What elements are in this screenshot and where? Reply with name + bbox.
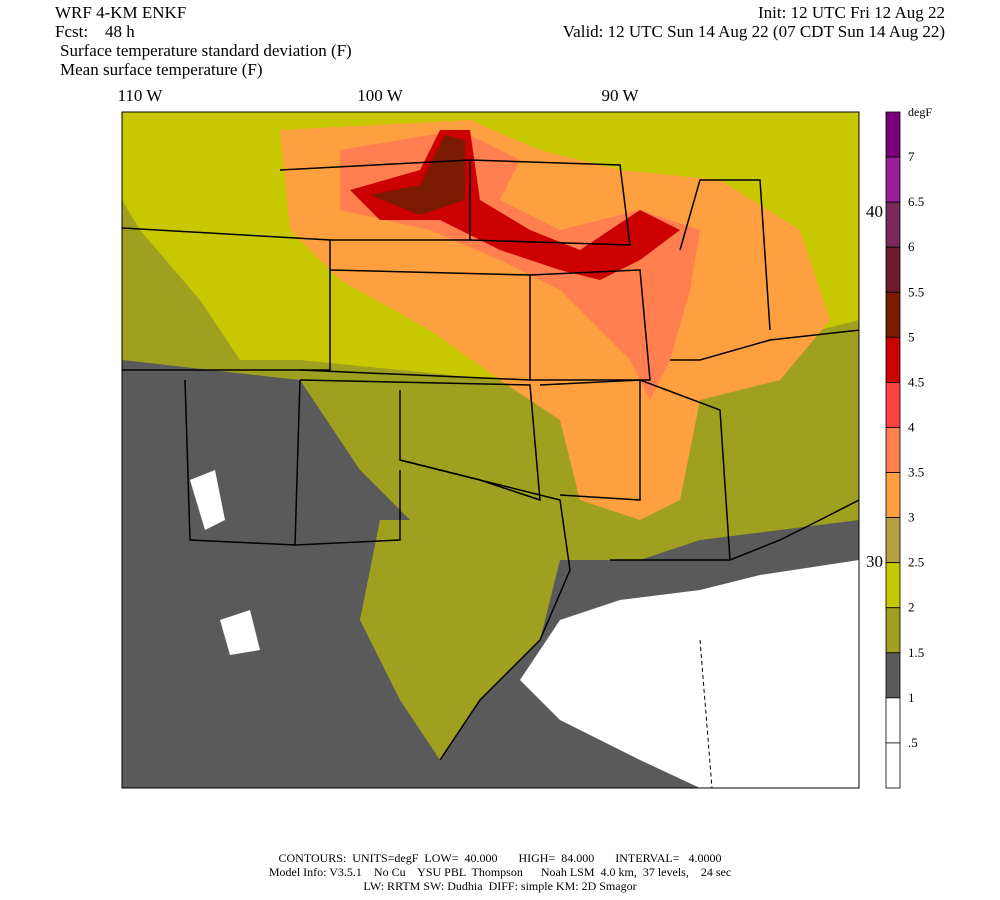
- footer-line: CONTOURS: UNITS=degF LOW= 40.000 HIGH= 8…: [278, 851, 722, 865]
- colorbar-label: 2: [908, 600, 915, 615]
- colorbar-segment: [885, 156, 901, 203]
- valid-time: Valid: 12 UTC Sun 14 Aug 22 (07 CDT Sun …: [562, 22, 945, 41]
- field-name: Mean surface temperature (F): [60, 60, 263, 79]
- colorbar-label: 6: [908, 239, 915, 254]
- colorbar-label: 4: [908, 419, 915, 434]
- colorbar-label: 5.5: [908, 284, 924, 299]
- field-peak: [370, 135, 465, 215]
- colorbar-label: 1: [908, 690, 915, 705]
- colorbar-segment: [885, 562, 901, 609]
- colorbar-segment: [885, 697, 901, 744]
- map-frame: [121, 111, 860, 789]
- state-boundaries: [122, 159, 859, 761]
- colorbar-segment: [885, 607, 901, 654]
- border-line: [699, 639, 713, 788]
- colorbar-label: 5: [908, 329, 915, 344]
- colorbar-segment: [885, 246, 901, 293]
- colorbar-segment: [885, 381, 901, 428]
- colorbar-segment: [885, 111, 901, 158]
- colorbar-segment: [885, 427, 901, 473]
- colorbar-segment: [885, 517, 901, 564]
- footer-line: LW: RRTM SW: Dudhia DIFF: simple KM: 2D …: [363, 879, 637, 893]
- longitude-label: 110 W: [118, 86, 164, 105]
- colorbar-units: degF: [908, 105, 932, 119]
- colorbar-segment: [885, 472, 901, 518]
- field-low-west: [190, 470, 260, 655]
- colorbar-label: 3.5: [908, 465, 924, 480]
- field-mid: [360, 520, 560, 760]
- footer-line: Model Info: V3.5.1 No Cu YSU PBL Thompso…: [268, 865, 732, 879]
- colorbar-label: 7: [908, 149, 915, 164]
- gulf-low: [520, 560, 859, 788]
- colorbar-segment: [885, 336, 901, 383]
- colorbar-segment: [885, 652, 901, 699]
- colorbar-segment: [885, 742, 901, 789]
- colorbar-label: .5: [908, 735, 918, 750]
- longitude-label: 90 W: [602, 86, 640, 105]
- colorbar-segment: [885, 201, 901, 248]
- colorbar-label: 4.5: [908, 374, 924, 389]
- colorbar-label: 1.5: [908, 645, 924, 660]
- colorbar-label: 6.5: [908, 194, 924, 209]
- model-name: WRF 4-KM ENKF: [55, 3, 187, 22]
- colorbar-label: 2.5: [908, 555, 924, 570]
- colorbar-label: 3: [908, 510, 915, 525]
- field-name: Surface temperature standard deviation (…: [60, 41, 352, 60]
- map-field: [122, 112, 859, 788]
- longitude-label: 100 W: [357, 86, 403, 105]
- init-time: Init: 12 UTC Fri 12 Aug 22: [757, 3, 945, 22]
- forecast-hour: Fcst: 48 h: [55, 22, 135, 41]
- colorbar-segment: [885, 291, 901, 338]
